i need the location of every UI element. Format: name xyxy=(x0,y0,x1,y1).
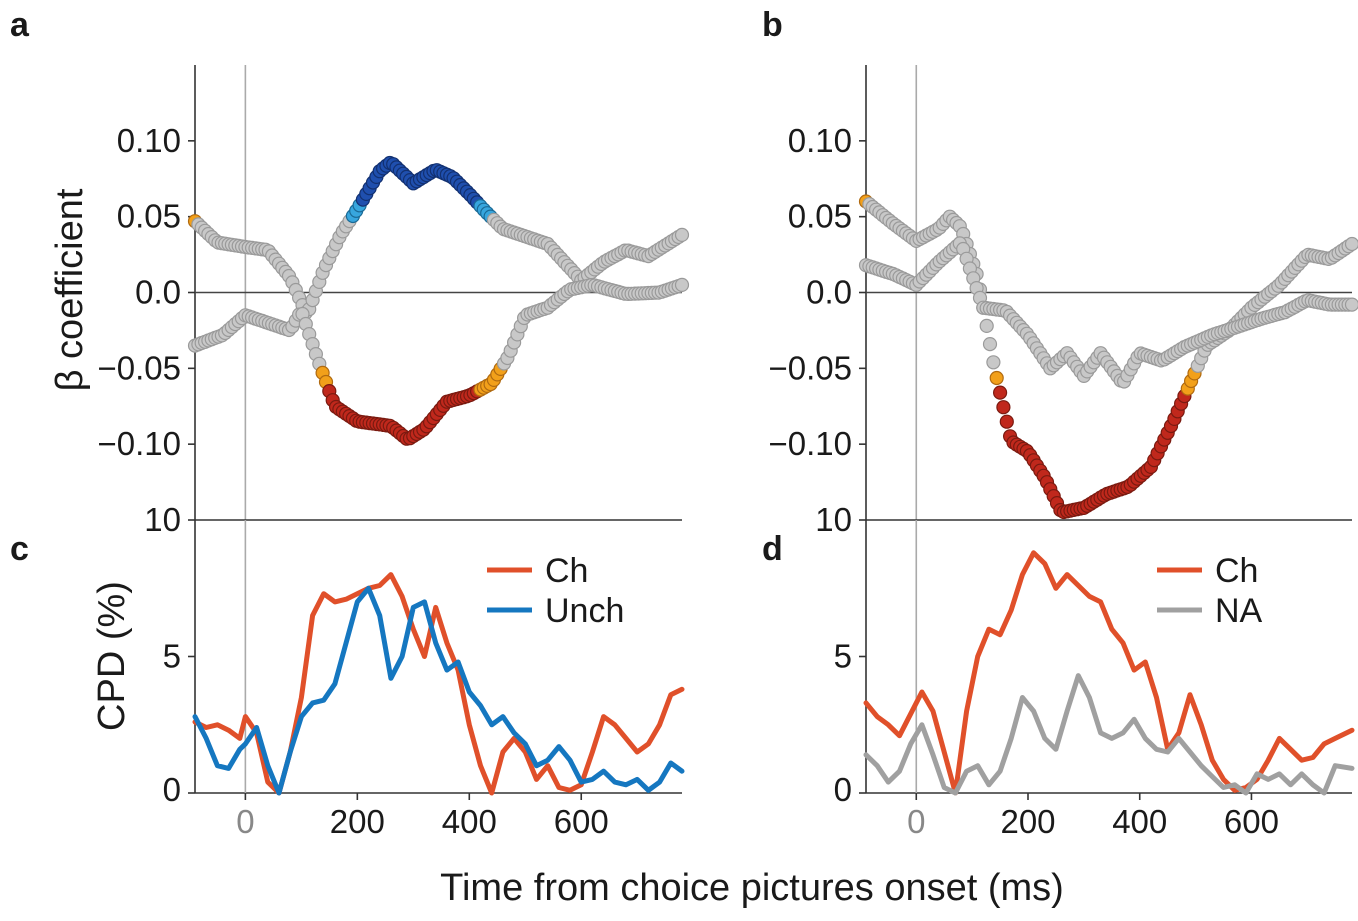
series-line-d-ch xyxy=(863,550,1355,796)
scatter-point-b-series0 xyxy=(999,414,1014,429)
y-tick-label-a: 0.10 xyxy=(117,122,181,159)
y-tick-label-c: 5 xyxy=(163,638,181,675)
x-tick-label-c: 200 xyxy=(330,803,385,840)
x-tick-label-c: 0 xyxy=(236,803,254,840)
y-tick-label-a: −0.05 xyxy=(98,349,182,386)
x-tick-label-c: 600 xyxy=(554,803,609,840)
series-line-d-na xyxy=(863,673,1355,796)
legend-label-d-ch: Ch xyxy=(1215,552,1258,590)
x-tick-label-c: 400 xyxy=(442,803,497,840)
panel-label-c: c xyxy=(10,530,29,568)
x-tick-label-d: 400 xyxy=(1112,803,1167,840)
scatter-point-b-series1 xyxy=(1344,297,1358,312)
y-tick-label-b: −0.10 xyxy=(769,425,853,462)
y-tick-label-a: 0.05 xyxy=(117,198,181,235)
y-tick-label-b: −0.05 xyxy=(769,349,853,386)
scatter-point-b-series0 xyxy=(982,337,998,352)
y-tick-label-b: 0.0 xyxy=(806,274,852,311)
x-tick-label-d: 200 xyxy=(1000,803,1055,840)
y-tick-label-b: 0.05 xyxy=(788,198,852,235)
scatter-point-a-series0 xyxy=(674,227,690,242)
x-tick-label-d: 600 xyxy=(1224,803,1279,840)
legend-label-d-na: NA xyxy=(1215,592,1263,630)
x-axis-label: Time from choice pictures onset (ms) xyxy=(440,867,1064,909)
y-axis-label-bottom: CPD (%) xyxy=(91,581,133,731)
scatter-point-b-series0 xyxy=(979,318,994,333)
panel-label-a: a xyxy=(10,6,30,44)
legend-label-c-ch: Ch xyxy=(545,552,588,590)
panel-label-d: d xyxy=(762,530,783,568)
panel-b: −0.10 −0.05 0.0 0.05 0.10 10 xyxy=(769,65,1358,538)
scatter-point-b-series0 xyxy=(989,370,1004,386)
scatter-point-b-series0 xyxy=(992,385,1008,400)
series-line-c-ch xyxy=(192,572,685,796)
scatter-point-a-series1 xyxy=(674,277,690,292)
panel-label-b: b xyxy=(762,6,783,44)
series-line-c-unch xyxy=(192,585,685,796)
bottom-tick-label-a: 10 xyxy=(144,501,181,538)
y-tick-label-d: 5 xyxy=(834,638,852,675)
y-tick-label-a: −0.10 xyxy=(98,425,182,462)
y-tick-label-c: 0 xyxy=(163,771,181,808)
x-tick-label-d: 0 xyxy=(907,803,925,840)
scatter-point-b-series0 xyxy=(996,400,1011,415)
y-axis-label-top: β coefficient xyxy=(49,188,91,391)
y-tick-label-d: 0 xyxy=(834,771,852,808)
y-tick-label-a: 0.0 xyxy=(135,274,181,311)
scatter-point-b-series0 xyxy=(986,355,1001,370)
bottom-tick-label-b: 10 xyxy=(815,501,852,538)
legend-label-c-unch: Unch xyxy=(545,592,624,630)
y-tick-label-b: 0.10 xyxy=(788,122,852,159)
panel-a: −0.10 −0.05 0.0 0.05 0.10 10 xyxy=(98,65,690,538)
scatter-point-b-series0 xyxy=(1344,236,1358,252)
